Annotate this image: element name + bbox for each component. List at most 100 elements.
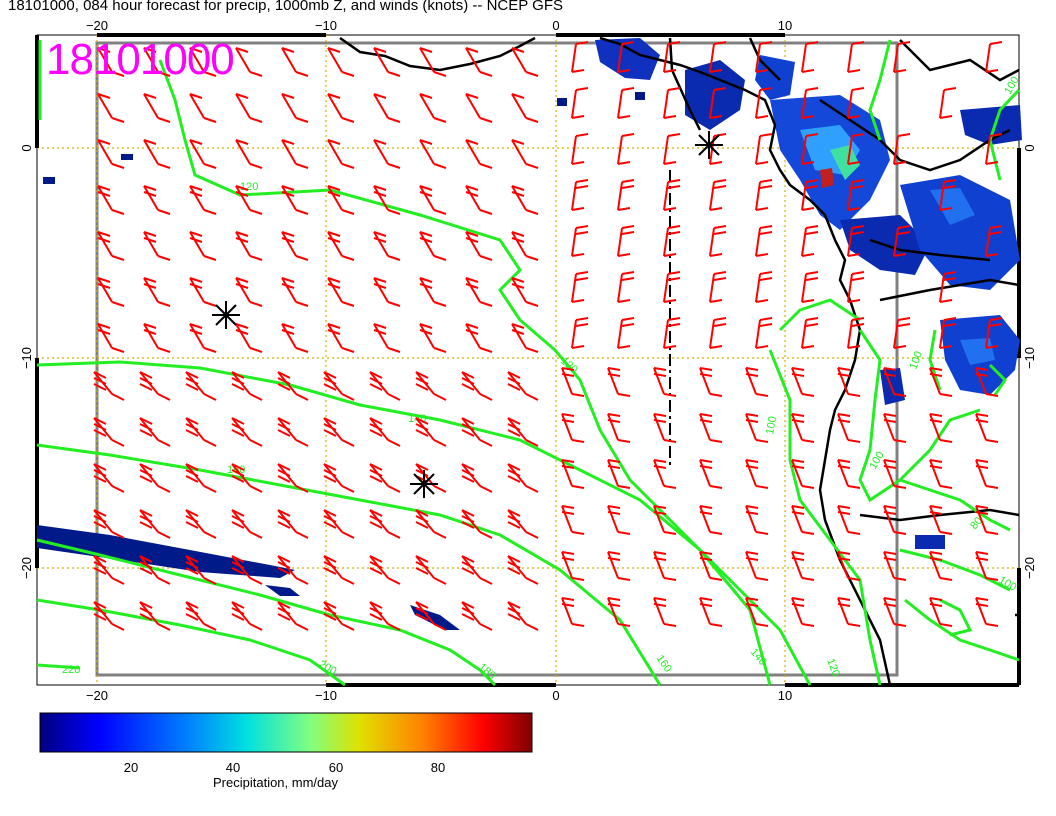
wind-barb [465,139,493,169]
wind-barb [231,601,263,631]
wind-barb [975,413,999,443]
wind-barb [745,367,769,397]
wind-barb [617,317,635,349]
wind-barb [929,459,953,489]
wind-barb [415,601,447,631]
date-stamp: 18101000 [46,35,235,84]
wind-barb [93,509,125,539]
wind-barb [419,93,447,123]
wind-barb [93,463,125,493]
wind-barb [235,139,263,169]
wind-barb [231,371,263,401]
wind-barb [97,93,125,123]
wind-barb [419,47,447,77]
wind-barb [185,601,217,631]
wind-barb [461,601,493,631]
wind-barb [975,367,999,397]
wind-barb [699,597,723,627]
wind-barb [327,47,355,77]
lat-label: 0 [1022,144,1037,151]
wind-barb [281,277,309,307]
colorbar-tick: 20 [124,760,138,775]
wind-barb [507,417,539,447]
contour-label: 100 [997,574,1019,594]
wind-barb [511,185,539,215]
wind-barb [755,87,773,119]
wind-barb [837,597,861,627]
wind-barb [93,555,125,585]
wind-barb [709,179,727,211]
wind-barb [893,41,911,73]
wind-barb [235,231,263,261]
lon-label: −10 [315,18,337,33]
wind-barb [511,139,539,169]
wind-barb [143,47,171,77]
wind-barb [709,87,727,119]
wind-barb [755,179,773,211]
wind-barb [277,555,309,585]
wind-barb [801,271,819,303]
wind-barb [617,225,635,257]
contour-label: 180 [476,661,498,682]
wind-barb [189,277,217,307]
wind-barb [883,505,907,535]
wind-barb [281,231,309,261]
wind-barb [985,225,1003,257]
star-marker [212,301,240,329]
wind-barb [507,371,539,401]
wind-barb [745,459,769,489]
wind-barb [709,41,727,73]
wind-barb [653,597,677,627]
wind-barb [369,371,401,401]
wind-barb [231,417,263,447]
wind-barb [327,93,355,123]
wind-barb [663,87,681,119]
wind-barb [373,231,401,261]
wind-barb [419,231,447,261]
wind-barb [847,271,865,303]
contour-label: 100 [764,415,779,435]
wind-barb [281,185,309,215]
wind-barb [461,463,493,493]
wind-barb [235,185,263,215]
star-marker [410,470,438,498]
contour-label: 120 [240,181,258,193]
wind-barb [419,139,447,169]
wind-barb [373,323,401,353]
wind-barb [323,417,355,447]
wind-barb [281,323,309,353]
wind-barb [745,551,769,581]
height-contours [36,39,1021,687]
wind-barb [571,317,589,349]
wind-barb [235,93,263,123]
wind-barb [277,417,309,447]
wind-barb [139,601,171,631]
wind-barb [755,133,773,165]
wind-barb [97,277,125,307]
wind-barb [883,367,907,397]
wind-barb [837,505,861,535]
wind-barb [189,93,217,123]
wind-barb [143,277,171,307]
wind-barb [277,371,309,401]
wind-barb [617,133,635,165]
wind-barb [373,47,401,77]
wind-barb [461,509,493,539]
wind-barb [327,277,355,307]
wind-barb [93,601,125,631]
wind-barb [143,323,171,353]
contour-label: 120 [824,657,842,678]
wind-barb [663,41,681,73]
wind-barb [745,597,769,627]
wind-barb [507,601,539,631]
wind-barb [653,505,677,535]
contour-label: 100 [908,350,926,371]
wind-barb [143,139,171,169]
wind-barb [561,597,585,627]
lon-labels-top: −20 −10 0 10 [86,18,792,33]
wind-barb [465,47,493,77]
wind-barb [465,185,493,215]
graticule [37,35,1019,685]
wind-barb [185,417,217,447]
